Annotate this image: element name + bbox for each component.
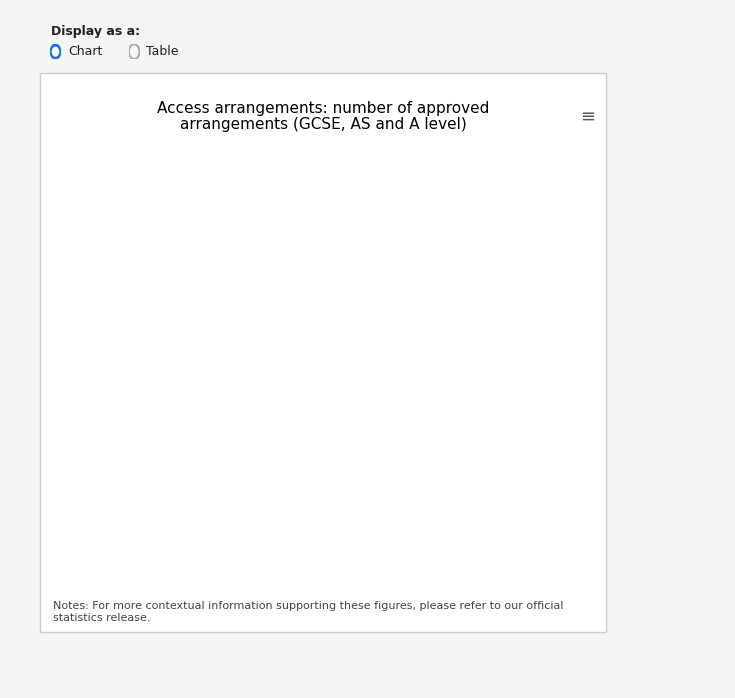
Text: 391,185: 391,185: [279, 242, 335, 255]
Circle shape: [50, 44, 61, 59]
Point: [287, 260, 298, 272]
Text: 404,600: 404,600: [398, 231, 455, 244]
Text: 460,750: 460,750: [538, 187, 595, 200]
Point: [520, 205, 532, 216]
Text: ≡: ≡: [581, 107, 595, 126]
Point: [404, 250, 415, 261]
Text: Display as a:: Display as a:: [51, 25, 140, 38]
X-axis label: Academic year: Academic year: [293, 602, 409, 616]
Point: [170, 259, 182, 270]
Text: arrangements (GCSE, AS and A level): arrangements (GCSE, AS and A level): [180, 117, 467, 132]
Circle shape: [52, 47, 59, 56]
Text: 392,980: 392,980: [159, 241, 215, 253]
Text: Chart: Chart: [68, 45, 103, 58]
Text: Notes: For more contextual information supporting these figures, please refer to: Notes: For more contextual information s…: [53, 601, 564, 623]
Text: Access arrangements: number of approved: Access arrangements: number of approved: [157, 101, 490, 116]
Text: Table: Table: [146, 45, 179, 58]
